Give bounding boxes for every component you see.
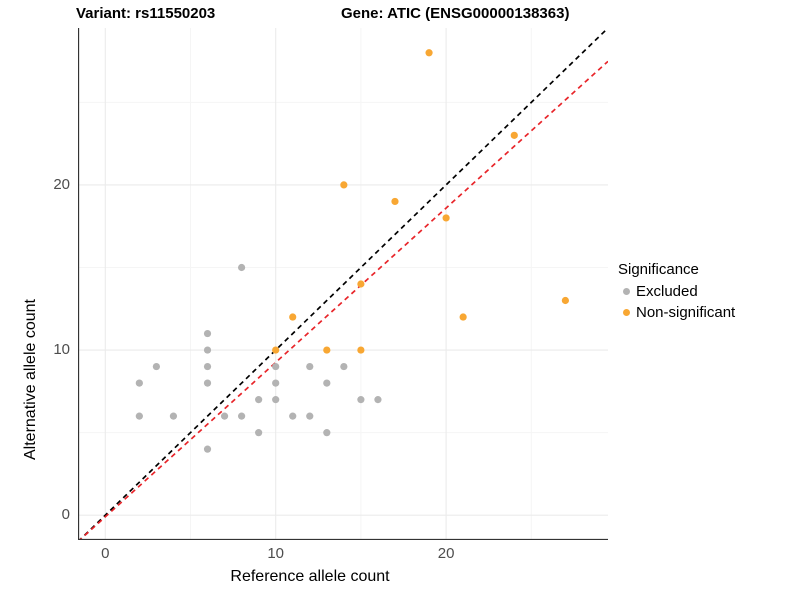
- data-point: [272, 346, 280, 354]
- x-tick-label: 20: [437, 545, 455, 562]
- data-point: [510, 131, 518, 139]
- legend-items: Excluded Non-significant: [618, 281, 798, 323]
- data-point: [203, 445, 212, 453]
- data-point: [357, 396, 365, 404]
- data-point: [323, 346, 331, 354]
- data-point: [203, 346, 212, 354]
- reference-lines: [78, 28, 608, 540]
- series-excluded-points: [135, 263, 382, 453]
- data-point: [323, 429, 331, 437]
- legend-item-non-significant[interactable]: Non-significant: [618, 302, 798, 323]
- plot-area: [78, 28, 608, 540]
- data-point: [289, 313, 297, 321]
- data-point: [340, 362, 348, 371]
- data-point: [135, 379, 143, 387]
- data-point: [561, 296, 569, 305]
- data-point: [238, 412, 246, 420]
- data-point: [272, 379, 280, 387]
- data-point: [289, 412, 297, 420]
- x-tick-label: 10: [267, 545, 285, 562]
- data-point: [255, 396, 263, 404]
- legend: Significance Excluded Non-significant: [618, 261, 798, 323]
- data-point: [340, 181, 348, 189]
- data-point: [135, 412, 143, 420]
- data-point: [459, 313, 467, 321]
- grid-minor-lines: [78, 28, 608, 540]
- data-point: [203, 329, 212, 338]
- scatter-plot-svg: [78, 28, 608, 540]
- dot-icon: [618, 281, 634, 302]
- data-point: [357, 346, 365, 354]
- dot-icon: [618, 302, 634, 323]
- data-point: [374, 396, 382, 404]
- legend-title: Significance: [618, 261, 699, 278]
- data-point: [306, 412, 314, 420]
- y-axis-title: Alternative allele count: [22, 299, 39, 460]
- data-point: [442, 214, 450, 222]
- data-point: [220, 412, 229, 420]
- data-point: [272, 362, 280, 371]
- data-point: [203, 379, 212, 387]
- data-point: [323, 379, 331, 387]
- data-point: [306, 362, 314, 371]
- y-tick-label: 20: [53, 175, 70, 193]
- data-point: [152, 362, 160, 371]
- x-tick-label: 0: [101, 545, 110, 562]
- axis-lines: [78, 28, 608, 540]
- data-point: [238, 263, 246, 272]
- reference-line-fit: [78, 60, 608, 540]
- data-point: [272, 396, 280, 404]
- data-point: [203, 362, 212, 371]
- y-tick-label: 0: [61, 506, 70, 524]
- legend-swatch: [622, 288, 630, 295]
- reference-line-identity: [78, 28, 608, 540]
- series-non-significant-points: [272, 49, 569, 354]
- data-point: [255, 429, 263, 437]
- variant-title: Variant: rs11550203: [76, 5, 216, 22]
- data-point: [169, 412, 178, 420]
- legend-item-label: Excluded: [636, 283, 698, 300]
- x-axis-title: Reference allele count: [230, 568, 390, 585]
- legend-item-excluded[interactable]: Excluded: [618, 281, 798, 302]
- data-point: [425, 49, 433, 57]
- y-tick-label: 10: [53, 341, 70, 359]
- gene-title: Gene: ATIC (ENSG00000138363): [341, 5, 570, 22]
- data-point: [391, 197, 399, 206]
- legend-item-label: Non-significant: [636, 304, 736, 321]
- legend-swatch: [622, 309, 630, 316]
- data-point: [357, 280, 365, 288]
